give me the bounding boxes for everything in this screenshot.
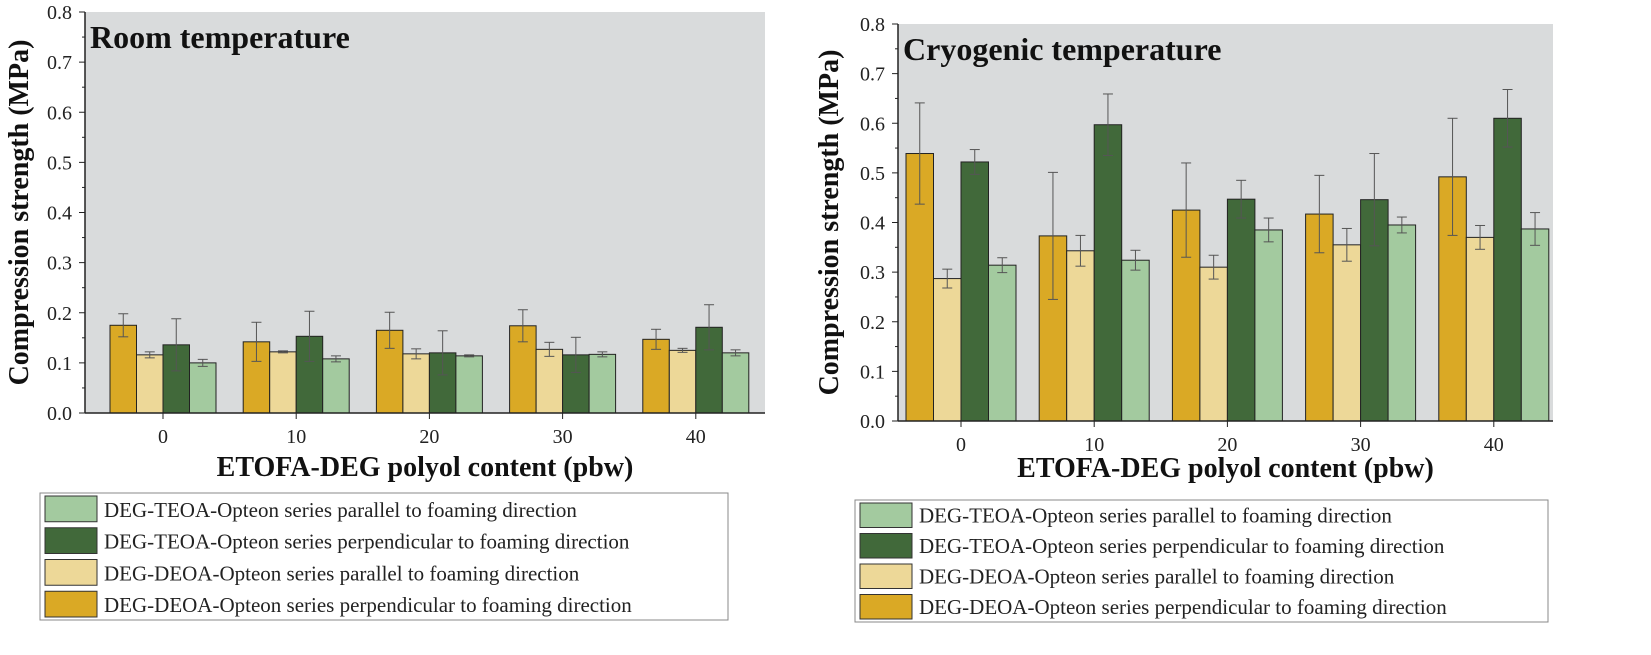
- bar: [402, 353, 430, 414]
- legend-label: DEG-DEOA-Opteon series perpendicular to …: [919, 595, 1447, 619]
- bar: [269, 351, 297, 414]
- y-tick-label: 0.3: [47, 253, 72, 275]
- x-tick-label: 40: [1484, 434, 1504, 456]
- y-tick-label: 0.4: [860, 213, 885, 235]
- x-tick-label: 10: [286, 426, 306, 448]
- y-tick-label: 0.5: [860, 163, 885, 185]
- bar: [455, 355, 483, 414]
- legend-swatch: [44, 590, 98, 618]
- legend-swatch: [44, 527, 98, 554]
- legend-swatch: [859, 533, 913, 559]
- legend-label: DEG-TEOA-Opteon series perpendicular to …: [104, 530, 630, 554]
- x-axis-label: ETOFA-DEG polyol content (pbw): [217, 452, 634, 483]
- x-tick-label: 10: [1084, 434, 1104, 456]
- bar: [109, 324, 137, 414]
- legend-label: DEG-TEOA-Opteon series parallel to foami…: [919, 504, 1392, 528]
- x-axis-label: ETOFA-DEG polyol content (pbw): [1017, 453, 1434, 484]
- bar: [1093, 124, 1123, 422]
- y-tick-label: 0.2: [860, 312, 885, 334]
- y-tick-label: 0.6: [860, 113, 885, 135]
- legend-swatch: [44, 495, 98, 523]
- legend-label: DEG-DEOA-Opteon series perpendicular to …: [104, 593, 632, 617]
- y-tick-label: 0.3: [860, 262, 885, 284]
- chart-title: Room temperature: [90, 19, 350, 55]
- x-tick-label: 0: [158, 426, 168, 448]
- bar: [668, 349, 697, 414]
- y-tick-label: 0.7: [47, 52, 72, 74]
- x-tick-label: 20: [1217, 434, 1237, 456]
- bar: [1199, 266, 1228, 422]
- bar: [933, 278, 962, 422]
- bar: [588, 353, 617, 414]
- legend-label: DEG-TEOA-Opteon series perpendicular to …: [919, 534, 1445, 558]
- legend-box: [39, 492, 729, 621]
- bar: [1493, 117, 1522, 422]
- y-tick-label: 0.8: [47, 2, 72, 24]
- bar: [642, 338, 670, 414]
- cryogenic-temperature-chart: 0.0 0.1 0.2 0.3 0.4 0.5 0.6 0.7 0.8 0 10 20 30 40 Cryo…: [814, 14, 1553, 623]
- y-tick-label: 0.2: [47, 303, 72, 325]
- bar: [1520, 228, 1550, 422]
- legend-label: DEG-DEOA-Opteon series parallel to foami…: [104, 561, 580, 585]
- bar: [136, 354, 164, 414]
- y-tick-label: 0.7: [860, 64, 885, 86]
- y-tick-label: 0.5: [47, 152, 72, 174]
- y-axis-label: Compression strength (MPa): [4, 40, 35, 386]
- bar: [960, 161, 989, 422]
- y-tick-label: 0.0: [47, 403, 72, 425]
- x-tick-label: 0: [956, 434, 966, 456]
- y-axis-label: Compression strength (MPa): [814, 50, 845, 396]
- legend-swatch: [859, 594, 913, 620]
- bar: [988, 264, 1017, 422]
- legend-swatch: [44, 559, 98, 586]
- bar: [189, 362, 217, 414]
- y-tick-label: 0.0: [860, 411, 885, 433]
- bar: [1254, 229, 1283, 422]
- x-tick-label: 30: [1351, 434, 1371, 456]
- bar: [1121, 259, 1150, 422]
- legend-label: DEG-DEOA-Opteon series parallel to foami…: [919, 565, 1395, 589]
- bar: [1387, 224, 1417, 422]
- y-tick-label: 0.4: [47, 203, 72, 225]
- legend: DEG-TEOA-Opteon series parallel to foami…: [854, 499, 1549, 623]
- y-tick-label: 0.1: [860, 361, 885, 383]
- bar: [1226, 198, 1256, 422]
- bar: [535, 348, 564, 414]
- legend-label: DEG-TEOA-Opteon series parallel to foami…: [104, 498, 577, 522]
- room-temperature-chart: 0.0 0.1 0.2 0.3 0.4 0.5 0.6 0.7 0.8 0 10 20 30 40 Room…: [4, 2, 765, 621]
- chart-title: Cryogenic temperature: [903, 31, 1221, 67]
- legend-swatch: [859, 563, 913, 589]
- bar: [1465, 236, 1495, 422]
- legend-box: [854, 499, 1549, 623]
- x-tick-label: 20: [419, 426, 439, 448]
- legend-swatch: [859, 502, 913, 528]
- x-tick-label: 40: [686, 426, 706, 448]
- bar: [1332, 244, 1362, 422]
- bar: [1066, 250, 1095, 422]
- bar: [721, 352, 750, 414]
- legend: DEG-TEOA-Opteon series parallel to foami…: [39, 492, 729, 621]
- y-tick-label: 0.1: [47, 353, 72, 375]
- bar: [322, 358, 350, 414]
- x-tick-label: 30: [553, 426, 573, 448]
- y-tick-label: 0.6: [47, 102, 72, 124]
- y-tick-label: 0.8: [860, 14, 885, 36]
